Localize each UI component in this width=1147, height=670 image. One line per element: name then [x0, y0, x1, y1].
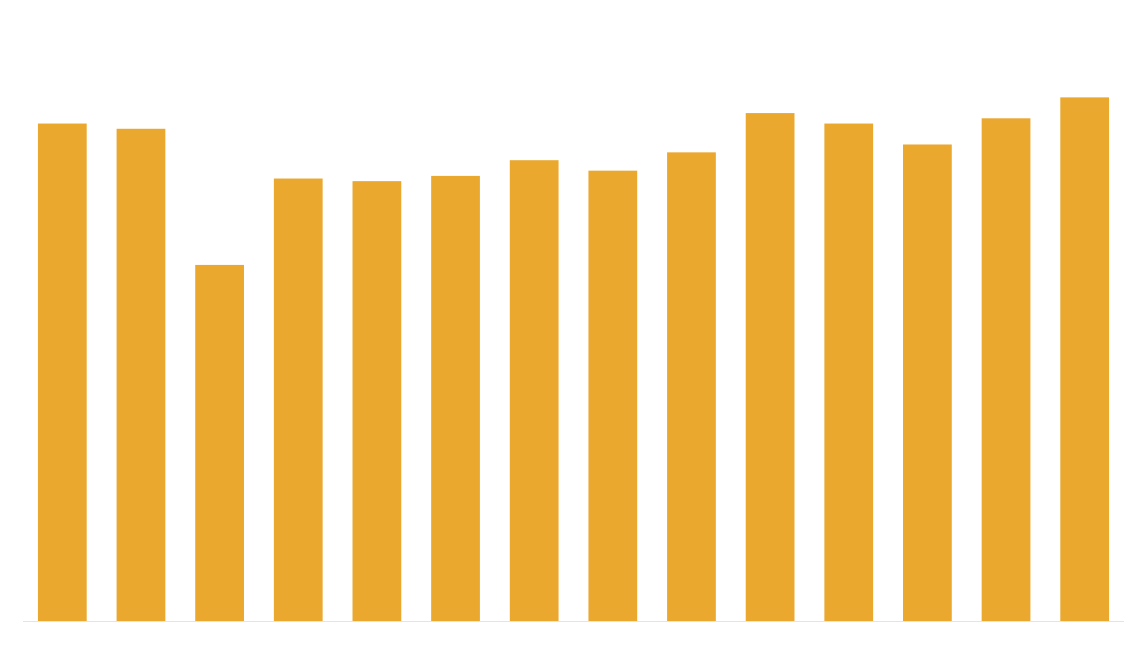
bar: [903, 144, 952, 621]
bar: [37, 123, 87, 621]
bar: [509, 160, 559, 621]
bar: [981, 118, 1031, 622]
bar: [195, 264, 244, 621]
bar: [588, 170, 638, 621]
bar: [352, 181, 402, 622]
bar: [824, 123, 874, 621]
bar: [1060, 97, 1110, 621]
bar: [667, 152, 716, 621]
bar: [431, 175, 480, 621]
bar: [116, 128, 166, 622]
bar: [745, 113, 795, 621]
bar: [273, 178, 323, 621]
